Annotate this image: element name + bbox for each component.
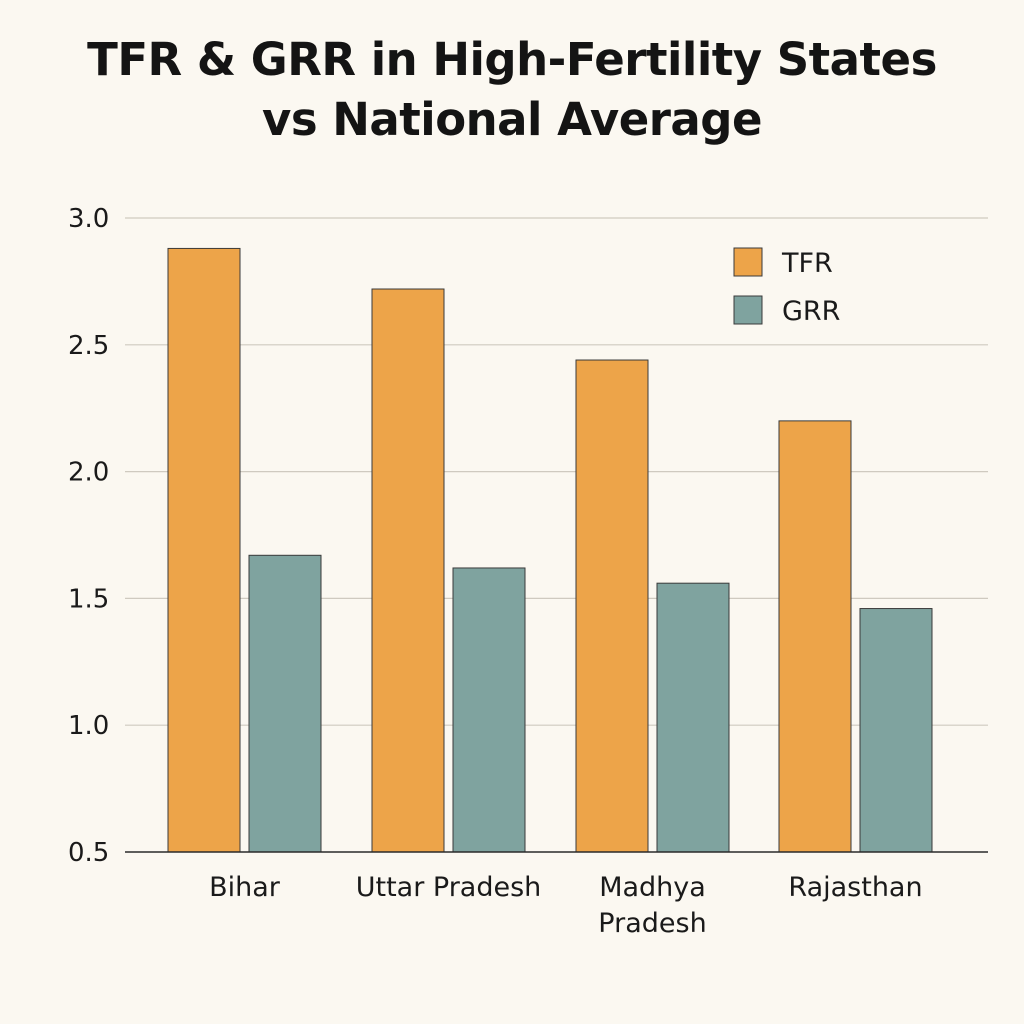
x-category-label: Uttar Pradesh (356, 872, 542, 903)
bar-tfr-2 (575, 359, 649, 853)
bar-grr-3 (859, 608, 933, 853)
y-tick-label: 2.5 (68, 331, 109, 361)
bar-grr-2 (656, 582, 730, 853)
chart-title-line-1: TFR & GRR in High-Fertility States (87, 33, 937, 86)
y-axis-ticks: 3.0 2.5 2.0 1.5 1.0 0.5 (68, 204, 109, 868)
y-tick-label: 3.0 (68, 204, 109, 234)
legend-swatch-grr (733, 295, 763, 325)
bar-tfr-1 (371, 288, 445, 853)
y-tick-label: 0.5 (68, 838, 109, 868)
x-category-label: Pradesh (598, 908, 706, 939)
legend-label-tfr: TFR (781, 248, 833, 279)
x-category-label: Rajasthan (788, 872, 922, 903)
bar-grr-1 (452, 567, 526, 853)
x-category-label: Bihar (209, 872, 281, 903)
y-tick-label: 1.5 (68, 584, 109, 614)
legend-swatch-tfr (733, 247, 763, 277)
bar-tfr-3 (778, 420, 852, 853)
bar-grr-0 (248, 554, 322, 853)
x-category-label: Madhya (599, 872, 706, 903)
legend-label-grr: GRR (782, 296, 840, 327)
x-axis-categories: Bihar Uttar Pradesh Madhya Pradesh Rajasthan (209, 872, 922, 939)
bar-tfr-0 (167, 247, 241, 853)
chart-title-line-2: vs National Average (261, 93, 763, 146)
chart-title: TFR & GRR in High-Fertility States vs Na… (0, 30, 1024, 150)
legend: TFR GRR (733, 247, 840, 327)
y-tick-label: 2.0 (68, 458, 109, 488)
y-tick-label: 1.0 (68, 711, 109, 741)
bars (167, 247, 933, 853)
